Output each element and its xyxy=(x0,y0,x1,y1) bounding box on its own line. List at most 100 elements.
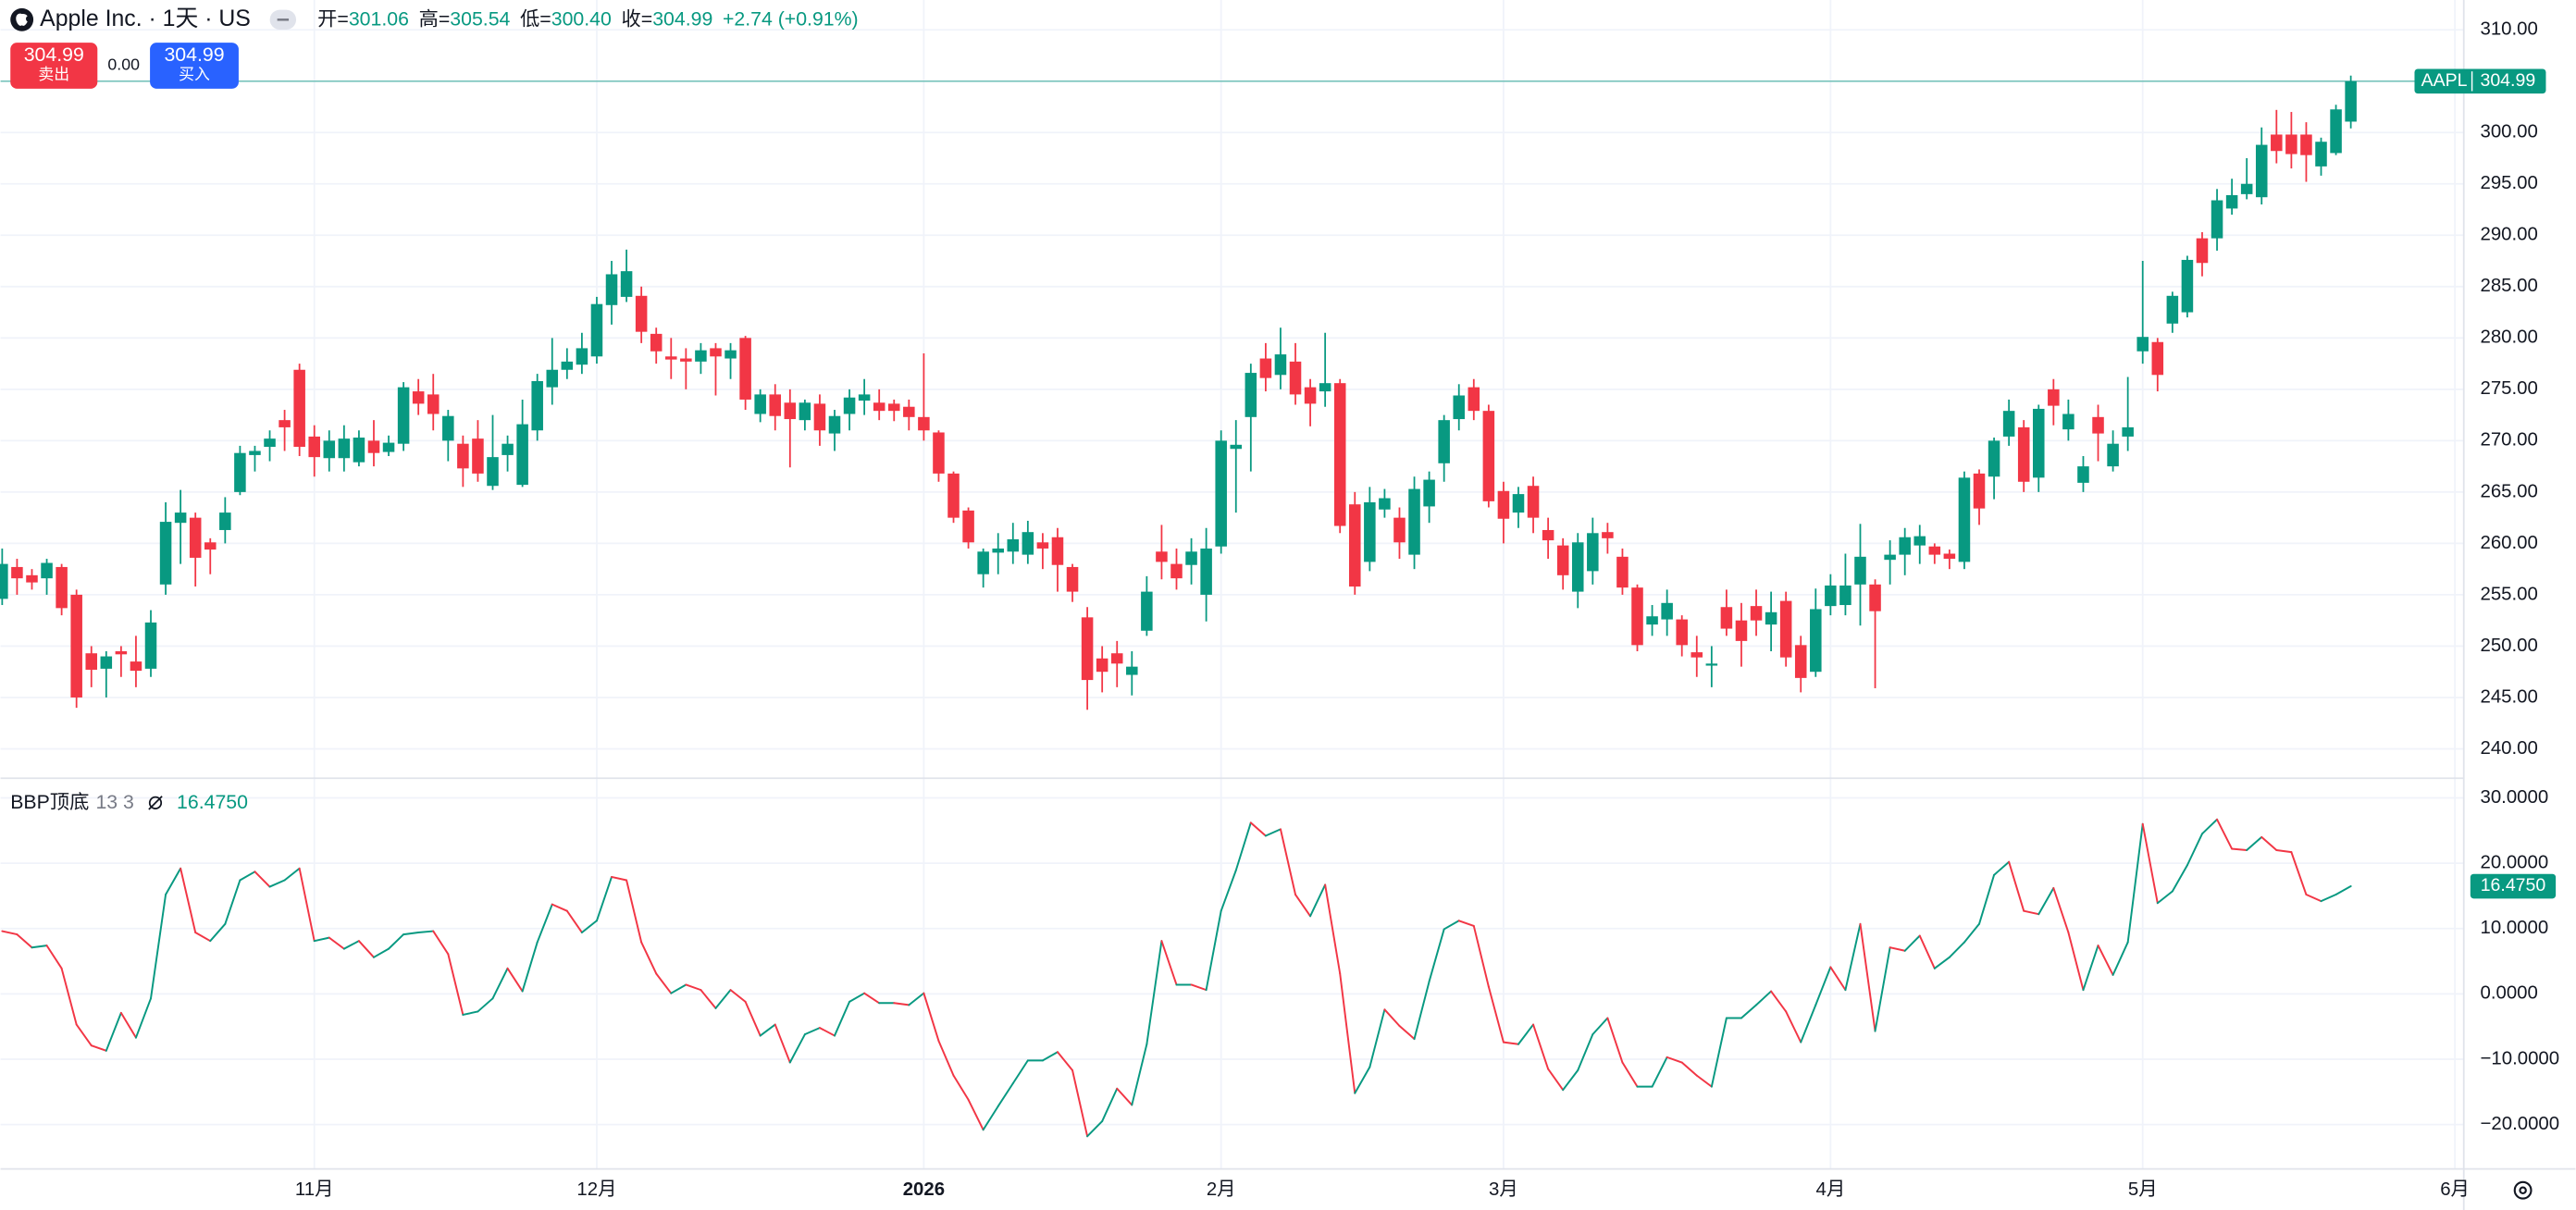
indicator-segment xyxy=(1532,1023,1550,1070)
indicator-segment xyxy=(759,1023,776,1037)
settings-icon[interactable] xyxy=(2513,1180,2533,1200)
candle-body xyxy=(531,380,543,431)
sell-button[interactable] xyxy=(10,43,98,89)
candle-body xyxy=(1720,607,1733,629)
indicator-segment xyxy=(997,1082,1014,1107)
indicator-segment xyxy=(1606,1017,1624,1064)
candle-body xyxy=(56,566,68,609)
candle-body xyxy=(992,548,1004,553)
candle-body xyxy=(1156,551,1168,562)
indicator-segment xyxy=(1695,1074,1713,1088)
indicator-segment xyxy=(1918,934,1936,969)
ohlc-label: 开= xyxy=(317,7,349,30)
candle-body xyxy=(472,438,484,474)
candle-body xyxy=(933,432,945,474)
gear-inner xyxy=(2519,1186,2527,1194)
candle-body xyxy=(264,438,276,448)
candle-body xyxy=(2225,194,2238,209)
y-tick-label: −10.0000 xyxy=(2480,1048,2559,1068)
indicator-segment xyxy=(357,940,375,958)
visibility-icon-slash xyxy=(148,796,163,810)
candle-body xyxy=(1051,537,1064,565)
indicator-segment xyxy=(150,894,167,1000)
candle-body xyxy=(353,438,365,463)
indicator-segment xyxy=(685,983,702,992)
candle-body xyxy=(308,436,320,458)
price-label-symbol: AAPL xyxy=(2421,70,2468,91)
ohlc-value: 301.06 xyxy=(349,7,409,30)
y-tick-label: 30.0000 xyxy=(2480,787,2548,808)
candle-body xyxy=(11,566,23,579)
candle-body xyxy=(710,348,722,357)
candle-body xyxy=(1215,440,1227,547)
indicator-segment xyxy=(1086,1120,1104,1138)
indicator-segment xyxy=(342,940,360,950)
buy-button[interactable] xyxy=(150,43,239,89)
indicator-segment xyxy=(1,930,19,936)
candle-body xyxy=(367,440,380,453)
candle-body xyxy=(2240,183,2253,194)
indicator-segment xyxy=(283,867,301,882)
candle-body xyxy=(1854,556,1866,585)
candle-body xyxy=(576,348,588,365)
candle-body xyxy=(338,438,351,459)
indicator-segment xyxy=(1472,924,1490,988)
candle-body xyxy=(1170,563,1183,579)
indicator-segment xyxy=(1502,1041,1519,1045)
candle-body xyxy=(918,416,930,431)
x-tick-label: 12月 xyxy=(576,1179,616,1200)
candle-body xyxy=(70,594,82,698)
indicator-segment xyxy=(1889,946,1906,952)
candle-body xyxy=(1230,444,1243,450)
indicator-segment xyxy=(625,879,643,944)
indicator-segment xyxy=(536,903,553,944)
candle-body xyxy=(1468,387,1480,412)
indicator-segment xyxy=(1101,1087,1119,1123)
indicator-segment xyxy=(2320,894,2337,903)
candle-body xyxy=(620,271,633,297)
indicator-segment xyxy=(209,922,227,943)
candle-body xyxy=(724,350,737,359)
candle-body xyxy=(1765,611,1777,625)
y-tick-label: 295.00 xyxy=(2480,173,2537,193)
indicator-segment xyxy=(1398,1024,1416,1041)
indicator-segment xyxy=(1428,928,1445,982)
indicator-segment xyxy=(477,997,494,1013)
indicator-segment xyxy=(2023,909,2040,916)
candle-body xyxy=(2315,142,2327,167)
candle-body xyxy=(382,442,395,452)
symbol-title[interactable]: Apple Inc. · 1天 · US xyxy=(40,6,251,31)
y-tick-label: 265.00 xyxy=(2480,481,2537,501)
indicator-segment xyxy=(313,936,330,943)
candle-body xyxy=(234,452,246,492)
x-tick-label: 3月 xyxy=(1489,1179,1518,1200)
y-tick-label: 10.0000 xyxy=(2480,918,2548,938)
indicator-segment xyxy=(119,1011,137,1039)
indicator-segment xyxy=(611,875,628,882)
candle-body xyxy=(502,443,514,455)
indicator-segment xyxy=(2171,864,2188,893)
candle-body xyxy=(2285,134,2297,154)
indicator-segment xyxy=(1577,1033,1594,1071)
indicator-segment xyxy=(1279,828,1296,895)
candle-body xyxy=(605,274,618,305)
indicator-segment xyxy=(1413,980,1430,1041)
candle-body xyxy=(1274,354,1287,376)
candle-body xyxy=(1007,538,1020,552)
candle-body xyxy=(799,402,811,421)
candle-body xyxy=(2271,134,2283,152)
candle-body xyxy=(858,394,871,401)
indicator-segment xyxy=(2231,847,2248,851)
candle-body xyxy=(1319,383,1331,392)
candle-body xyxy=(1869,584,1881,611)
candle-body xyxy=(2166,295,2179,324)
indicator-segment xyxy=(2037,886,2055,916)
candle-body xyxy=(1141,591,1153,631)
indicator-segment xyxy=(893,1002,910,1006)
indicator-segment xyxy=(268,879,286,888)
candle-body xyxy=(1661,602,1673,620)
candle-body xyxy=(249,451,261,455)
indicator-segment xyxy=(952,1074,970,1101)
indicator-segment xyxy=(1651,1056,1668,1088)
candle-body xyxy=(1527,486,1540,518)
